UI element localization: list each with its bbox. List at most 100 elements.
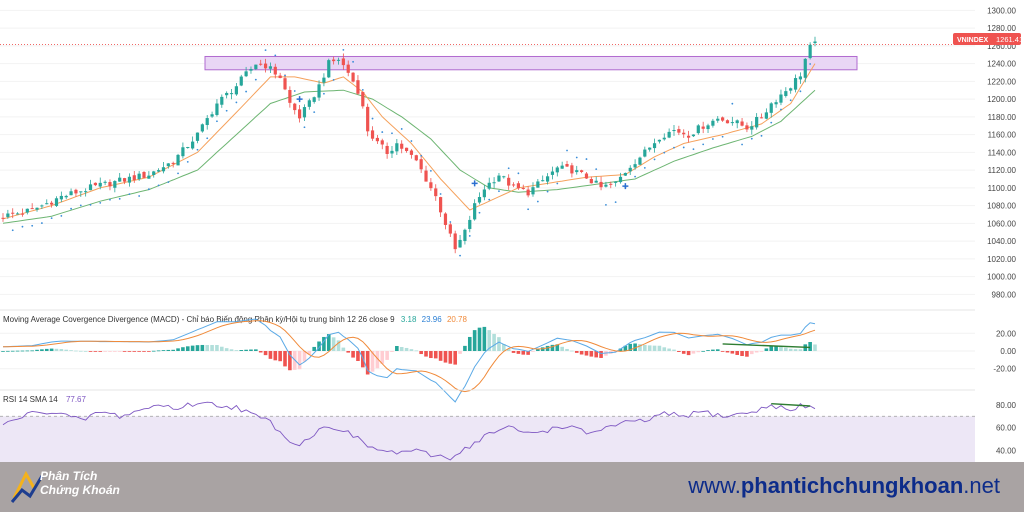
macd-histogram-bar [424,351,428,357]
site-url-link[interactable]: www.phantichchungkhoan.net [688,473,1000,499]
candle-body [161,167,166,172]
macd-histogram-bar [322,336,326,351]
y-tick-label: 1160.00 [988,131,1017,140]
candle-body [628,167,632,172]
candle-body [400,143,404,149]
candle-body [122,178,127,182]
macd-histogram-bar [278,351,282,362]
macd-histogram-bar [550,344,555,351]
candle-body [59,195,63,200]
candle-body [317,84,321,98]
macd-histogram-bar [54,348,59,351]
price-tag-background [953,33,1021,45]
candle-body [652,143,657,149]
candle-body [789,88,793,91]
macd-histogram-bar [20,350,25,352]
macd-histogram-bar [351,351,355,358]
macd-histogram-bar [254,349,258,351]
macd-histogram-bar [375,351,380,369]
sar-dot [585,158,588,160]
candle-body [434,188,438,197]
macd-histogram-bar [229,349,234,351]
candle-body [555,167,559,173]
candle-body [565,164,569,167]
price-axis: 1300.00 1280.00 1260.00 1240.00 1220.00 1200.… [987,6,1016,299]
sar-dot [40,222,43,224]
candle-body [473,203,477,220]
sar-dot [760,134,763,137]
sar-dot [673,146,675,149]
macd-histogram-bar [419,351,423,355]
y-tick-label: 1240.00 [987,60,1016,69]
sar-dot [293,90,296,92]
macd-axis: 20.00 0.00 -20.00 [993,329,1016,373]
candle-body [769,103,773,113]
candle-body [696,125,700,134]
y-tick-label: 1000.00 [987,273,1016,282]
candle-body [322,77,326,83]
candle-body [745,125,749,130]
sar-dot [313,111,316,114]
y-tick-label: 1140.00 [988,148,1017,157]
price-tag-symbol: VNINDEX [957,37,988,44]
candle-body [448,224,452,234]
macd-histogram-bar [49,348,54,351]
macd-histogram-bar [35,349,39,351]
sar-dot [692,148,695,151]
macd-histogram-bar [399,347,404,351]
sar-dot [381,131,384,133]
macd-histogram-bar [215,345,219,351]
macd-histogram-bar [555,344,560,351]
candle-body [580,170,584,172]
macd-histogram-bar [579,351,584,355]
candle-body [497,175,501,182]
price-chart[interactable]: 1300.00 1280.00 1260.00 1240.00 1220.00 1200.… [0,0,1024,462]
macd-histogram-bar [385,351,389,360]
candle-body [356,80,360,94]
candle-body [54,198,59,206]
candle-body [550,171,555,175]
macd-histogram-bar [502,343,506,351]
macd-histogram-bar [409,349,414,351]
sar-dot [750,137,753,140]
macd-histogram-bar [706,350,710,351]
candle-body [701,126,705,129]
macd-histogram-bar [662,347,667,351]
sar-dot [274,54,277,57]
candle-body [186,147,190,149]
sar-dot [780,108,782,111]
macd-histogram-bar [15,350,20,352]
macd-histogram-bar [331,337,336,351]
macd-histogram-bar [574,351,579,353]
candle-body [307,100,311,107]
macd-histogram-bar [793,349,798,351]
macd-histogram-bar [6,350,10,352]
candle-body [584,173,589,179]
macd-histogram-bar [117,351,122,352]
rsi-axis: 80.00 60.00 40.00 [996,401,1017,456]
sar-dot [429,169,432,172]
sar-dot [225,109,228,112]
macd-histogram-bar [536,349,540,351]
sar-dot [410,140,413,142]
candle-body [477,197,482,203]
candle-body [648,147,652,150]
candle-body [156,170,161,172]
candle-body [589,178,593,184]
candle-body [618,176,623,183]
candle-body [507,177,511,186]
macd-histogram-bar [151,350,156,352]
macd-histogram-bar [40,349,44,351]
candle-body [263,63,268,69]
macd-histogram-bar [813,344,817,351]
candle-body [259,63,263,65]
sar-dot [147,188,150,191]
candle-body [735,120,739,124]
y-tick-label: 20.00 [996,329,1017,338]
candle-body [798,76,803,80]
macd-histogram-bar [185,346,190,351]
candle-body [521,188,525,190]
sar-dot [196,148,199,151]
macd-histogram-bar [759,351,764,352]
macd-histogram-bar [657,345,662,351]
